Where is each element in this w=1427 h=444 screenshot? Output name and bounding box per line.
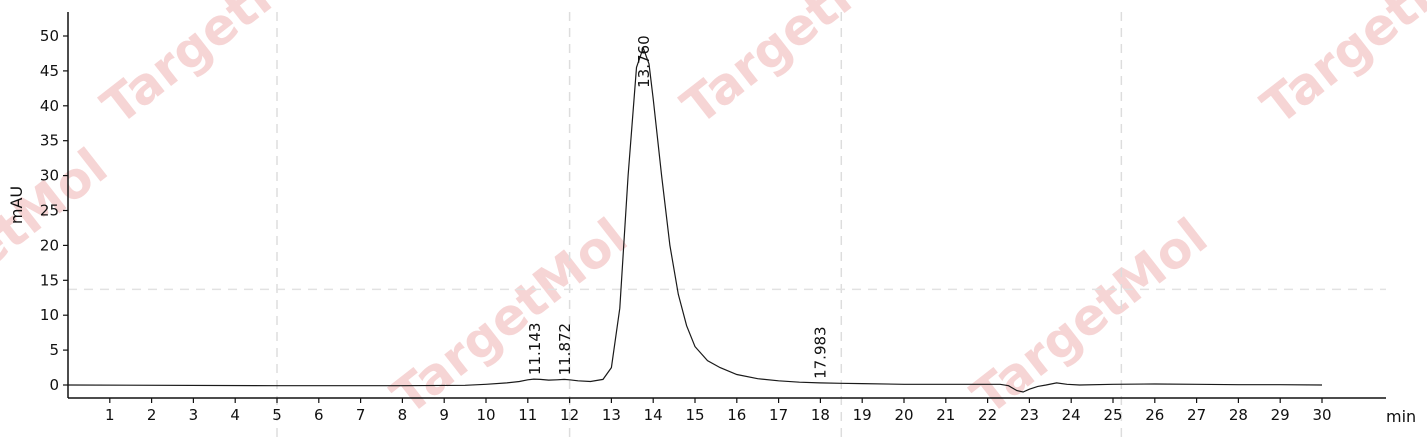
y-tick-label: 5 [49,341,59,359]
y-tick-label: 10 [40,306,59,324]
x-tick-label: 24 [1062,406,1081,424]
peak-label: 11.872 [556,323,574,376]
y-tick-label: 20 [40,236,59,254]
watermark-text: TargetMol [381,207,638,426]
watermark-text: TargetMol [961,207,1218,426]
watermark-text: TargetMol [1251,0,1427,136]
x-tick-label: 6 [314,406,324,424]
x-tick-label: 27 [1187,406,1206,424]
x-tick-label: 23 [1020,406,1039,424]
x-tick-label: 18 [811,406,830,424]
x-tick-label: 15 [685,406,704,424]
x-tick-label: 11 [518,406,537,424]
x-tick-label: 9 [439,406,449,424]
x-tick-label: 26 [1145,406,1164,424]
x-tick-label: 25 [1103,406,1122,424]
x-tick-label: 30 [1312,406,1331,424]
y-tick-label: 30 [40,167,59,185]
x-tick-label: 16 [727,406,746,424]
x-tick-label: 2 [147,406,157,424]
x-tick-label: 10 [476,406,495,424]
x-tick-label: 29 [1271,406,1290,424]
y-tick-label: 45 [40,62,59,80]
x-tick-label: 12 [560,406,579,424]
y-tick-label: 0 [49,376,59,394]
x-tick-label: 22 [978,406,997,424]
x-tick-label: 28 [1229,406,1248,424]
y-tick-label: 25 [40,202,59,220]
peak-label: 13.760 [635,35,653,88]
peak-label: 11.143 [526,323,544,376]
y-tick-label: 35 [40,132,59,150]
watermark-text: TargetMol [0,137,118,356]
x-tick-label: 1 [105,406,115,424]
axes [67,12,1386,399]
x-tick-label: 3 [189,406,199,424]
x-tick-label: 17 [769,406,788,424]
x-tick-label: 20 [894,406,913,424]
watermark-text: TargetMol [671,0,928,136]
x-tick-label: 8 [398,406,408,424]
x-tick-label: 4 [230,406,240,424]
ticks: 1 2 3 4 5 6 7 8 9 10 11 12 13 14 15 16 17 18 19 20 21 22 23 24 2… [40,27,1332,424]
x-tick-label: 14 [644,406,663,424]
y-tick-label: 15 [40,271,59,289]
grid [68,12,1386,442]
watermark-text: TargetMol [91,0,348,136]
y-axis-label: mAU [7,186,26,224]
x-tick-label: 7 [356,406,366,424]
x-tick-label: 13 [602,406,621,424]
y-tick-label: 40 [40,97,59,115]
x-tick-label: 21 [936,406,955,424]
x-tick-label: 5 [272,406,282,424]
y-tick-label: 50 [40,27,59,45]
chromatogram-trace [67,46,1323,393]
peak-labels: 11.143 11.872 13.760 17.983 [526,35,830,379]
x-axis-label: min [1386,407,1416,426]
peak-label: 17.983 [812,326,830,379]
x-tick-label: 19 [853,406,872,424]
